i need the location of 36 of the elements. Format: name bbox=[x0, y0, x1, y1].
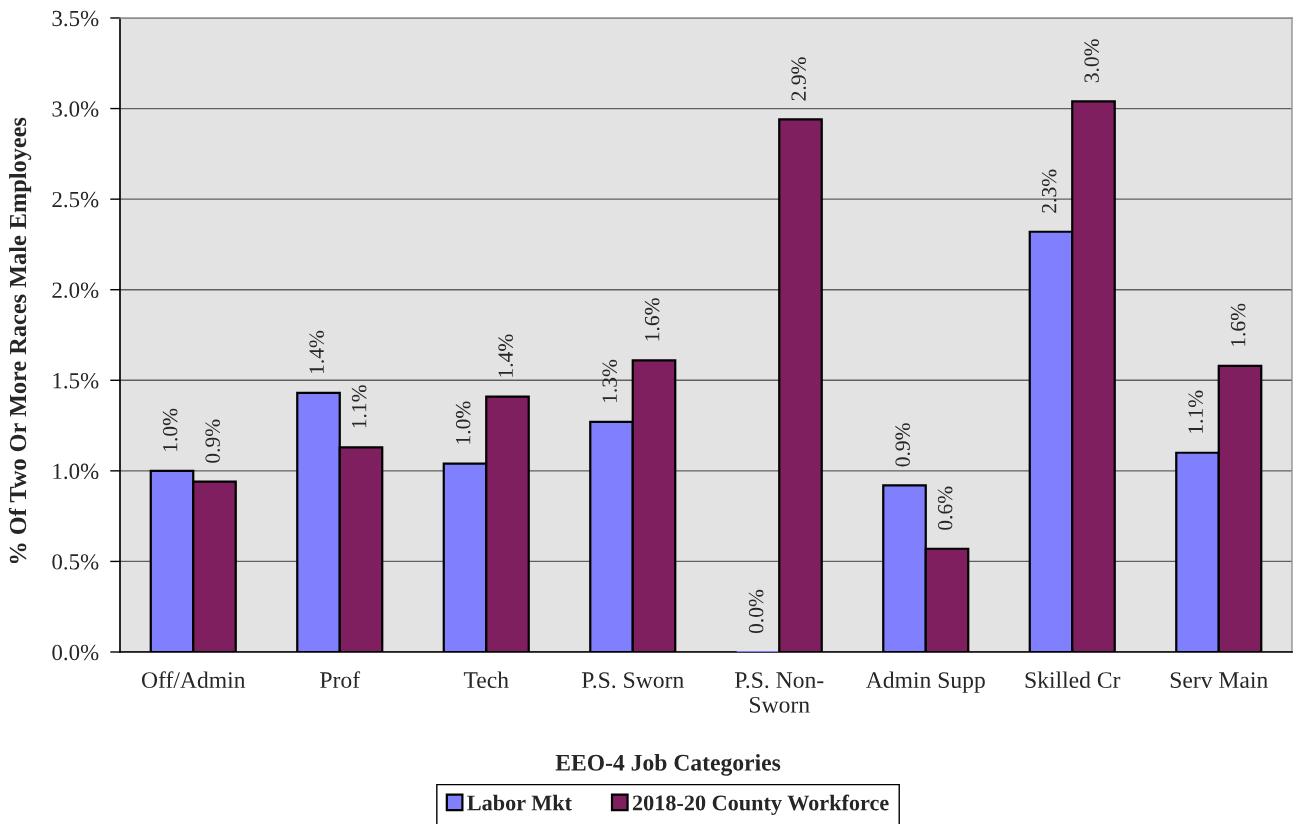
x-axis-title: EEO-4 Job Categories bbox=[555, 754, 781, 776]
data-label: 2.9% bbox=[791, 57, 806, 101]
x-tick-label: P.S. Sworn bbox=[581, 672, 684, 689]
data-label: 1.0% bbox=[455, 401, 471, 444]
data-label: 3.0% bbox=[1084, 39, 1099, 83]
data-label: 1.1% bbox=[351, 385, 367, 428]
x-tick-label: Off/Admin bbox=[141, 671, 246, 689]
y-tick-label: 2.0% bbox=[52, 282, 99, 298]
data-label: 1.3% bbox=[602, 359, 617, 402]
legend-label: 2018-20 County Workforce bbox=[632, 794, 889, 816]
x-tick-label: Tech bbox=[463, 671, 509, 689]
x-tick-label: Admin Supp bbox=[865, 671, 985, 693]
legend-label: Labor Mkt bbox=[467, 794, 572, 811]
x-tick-label: Serv Main bbox=[1170, 672, 1268, 689]
x-tick-label: Prof bbox=[320, 671, 361, 689]
y-tick-label: 0.0% bbox=[52, 644, 99, 661]
y-tick-label: 1.0% bbox=[53, 463, 99, 480]
y-axis-title: % Of Two Or More Races Male Employees bbox=[8, 117, 32, 564]
y-tick-label: 2.5% bbox=[52, 191, 99, 208]
data-label: 1.6% bbox=[1230, 303, 1246, 346]
data-label: 1.1% bbox=[1188, 390, 1203, 433]
data-label: 2.3% bbox=[1041, 169, 1057, 213]
y-tick-label: 1.5% bbox=[53, 373, 99, 389]
data-label: 0.0% bbox=[748, 589, 764, 634]
data-label: 1.4% bbox=[309, 330, 324, 374]
y-tick-label: 3.0% bbox=[52, 101, 99, 117]
data-label: 0.9% bbox=[205, 419, 220, 463]
data-label: 0.9% bbox=[895, 423, 910, 467]
y-tick-label: 3.5% bbox=[52, 10, 99, 27]
data-label: 1.0% bbox=[162, 408, 178, 451]
data-label: 1.6% bbox=[644, 298, 660, 341]
y-tick-label: 0.5% bbox=[52, 554, 99, 570]
x-tick-label: Skilled Cr bbox=[1025, 671, 1121, 689]
data-label: 1.4% bbox=[498, 334, 513, 377]
data-label: 0.6% bbox=[937, 486, 953, 530]
x-tick-label: P.S. Non- Sworn bbox=[735, 672, 824, 713]
